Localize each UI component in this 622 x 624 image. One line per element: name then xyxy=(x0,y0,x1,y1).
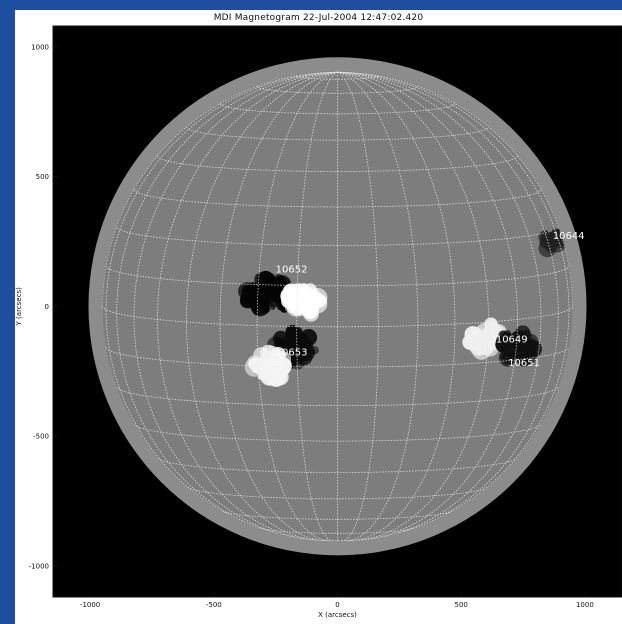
grid-line xyxy=(337,71,419,542)
magnetic-feature xyxy=(287,326,299,338)
magnetic-feature xyxy=(262,278,269,285)
magnetic-feature xyxy=(280,369,287,376)
magnetic-feature xyxy=(252,293,262,303)
active-region-label: 10651 xyxy=(508,358,540,369)
magnetic-feature xyxy=(306,307,318,319)
y-tick-label: -1000 xyxy=(29,562,49,570)
grid-line xyxy=(221,510,454,520)
grid-line xyxy=(102,71,338,307)
grid-line xyxy=(157,71,338,541)
magnetic-feature xyxy=(476,336,485,345)
magnetic-feature xyxy=(268,298,278,308)
magnetic-feature xyxy=(487,347,493,352)
magnetic-feature xyxy=(300,345,307,352)
x-tick-label: -500 xyxy=(206,601,222,609)
grid-line xyxy=(219,71,338,542)
x-axis-label: X (arcsecs) xyxy=(318,611,357,619)
magnetic-feature xyxy=(256,363,274,380)
magnetic-feature xyxy=(478,347,484,353)
figure-title: MDI Magnetogram 22-Jul-2004 12:47:02.420 xyxy=(213,13,424,23)
magnetic-feature xyxy=(522,339,529,347)
active-region-label: 10652 xyxy=(276,265,308,276)
magnetic-feature xyxy=(294,289,300,295)
magnetic-feature xyxy=(270,304,276,310)
x-tick-label: 0 xyxy=(335,601,339,609)
grid-line xyxy=(158,458,517,473)
grid-line xyxy=(337,71,518,541)
magnetic-feature xyxy=(306,295,312,302)
grid-line xyxy=(259,527,416,534)
grid-line xyxy=(133,71,338,540)
magnetic-feature xyxy=(291,334,302,345)
magnetic-feature xyxy=(307,287,328,308)
grid-line xyxy=(337,71,559,534)
y-tick-label: 0 xyxy=(45,303,49,311)
magnetic-feature xyxy=(280,365,285,370)
magnetic-feature xyxy=(275,353,282,360)
active-region-labels: 10652 10653 10649 10651 10644 xyxy=(276,231,585,369)
magnetic-feature xyxy=(517,339,524,346)
active-region-label: 10649 xyxy=(496,335,528,346)
magnetic-field-features xyxy=(238,228,567,387)
grid-line xyxy=(337,71,570,516)
magnetic-feature xyxy=(462,334,478,350)
grid-line xyxy=(256,71,338,542)
heliographic-grid xyxy=(102,71,573,542)
plot-axes: -1000 -500 0 500 1000 -1000 -500 0 500 1000 X (arc… xyxy=(15,25,622,619)
y-tick-label: 500 xyxy=(36,173,49,181)
grid-line xyxy=(337,71,542,540)
magnetic-feature xyxy=(260,344,277,362)
x-tick-label: 500 xyxy=(455,601,468,609)
grid-line xyxy=(337,71,573,307)
magnetic-feature xyxy=(504,345,515,356)
grid-line xyxy=(296,71,338,542)
active-region-label: 10653 xyxy=(276,348,308,359)
x-tick-label: -1000 xyxy=(80,601,100,609)
magnetogram-figure: MDI Magnetogram 22-Jul-2004 12:47:02.420… xyxy=(15,10,622,624)
magnetic-feature xyxy=(309,349,315,356)
magnetogram-plot: 10652 10653 10649 10651 10644 -1000 -500 0 500 1… xyxy=(15,25,622,619)
x-tick-label: 1000 xyxy=(576,601,594,609)
y-tick-label: -500 xyxy=(33,433,49,441)
grid-line xyxy=(185,71,338,541)
grid-line xyxy=(296,75,379,80)
grid-line xyxy=(337,71,490,541)
grid-line xyxy=(116,71,338,534)
magnetic-feature xyxy=(262,305,271,313)
grid-line xyxy=(337,71,456,542)
active-region-label: 10644 xyxy=(553,231,585,242)
magnetic-feature xyxy=(525,343,538,356)
y-tick-label: 1000 xyxy=(31,43,49,51)
y-axis-label: Y (arcsecs) xyxy=(15,287,23,327)
magnetic-feature xyxy=(263,290,269,296)
grid-line xyxy=(337,71,379,542)
magnetic-feature xyxy=(515,325,531,341)
grid-line xyxy=(105,71,338,516)
magnetic-feature xyxy=(270,361,282,373)
magnetic-feature xyxy=(289,296,308,315)
